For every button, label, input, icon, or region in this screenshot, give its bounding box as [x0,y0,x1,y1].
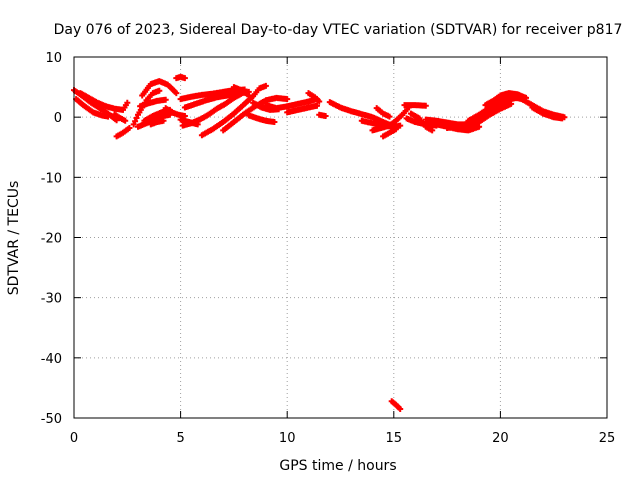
y-tick-label: -30 [41,292,62,307]
data-track [401,102,429,109]
y-tick-label: 0 [54,111,62,126]
data-track [137,96,169,110]
data-track [407,110,436,134]
data-track [77,90,131,113]
data-track [113,125,133,140]
data-track [111,111,129,124]
data-track [198,82,269,139]
x-tick-label: 5 [176,431,184,446]
data-track [139,78,180,99]
data-track [245,112,278,125]
x-tick-label: 0 [70,431,78,446]
x-axis-label: GPS time / hours [279,458,396,474]
data-track [454,100,515,130]
data-track [369,104,412,134]
chart-title: Day 076 of 2023, Sidereal Day-to-day VTE… [54,22,623,38]
axis-ticks [73,56,608,419]
data-track [179,88,252,129]
data-track [388,398,404,412]
y-tick-labels: 10 0 -10 -20 -30 -40 -50 [41,51,62,427]
data-track [284,102,320,116]
data-track [173,73,188,82]
data-track [73,96,112,120]
data-track [305,90,323,105]
data-track [162,105,188,119]
x-tick-label: 15 [386,431,403,446]
data-track [529,104,566,122]
y-axis-label: SDTVAR / TECUs [6,181,22,296]
y-tick-label: -10 [41,171,62,186]
plot-frame [73,56,608,419]
x-tick-labels: 0 5 10 15 20 25 [70,431,615,446]
data-track [373,105,393,120]
y-tick-label: 10 [45,51,62,66]
data-track [262,96,320,112]
y-tick-label: -40 [41,352,62,367]
data-track [230,84,252,99]
data-points [71,73,568,412]
y-tick-label: -20 [41,232,62,247]
grid-lines [74,57,607,418]
data-track [380,126,399,140]
data-track [147,117,167,128]
y-tick-label: -50 [41,412,62,427]
x-tick-label: 10 [279,431,296,446]
data-track [482,90,529,109]
data-track [316,111,329,119]
x-tick-label: 25 [599,431,616,446]
x-tick-label: 20 [492,431,509,446]
